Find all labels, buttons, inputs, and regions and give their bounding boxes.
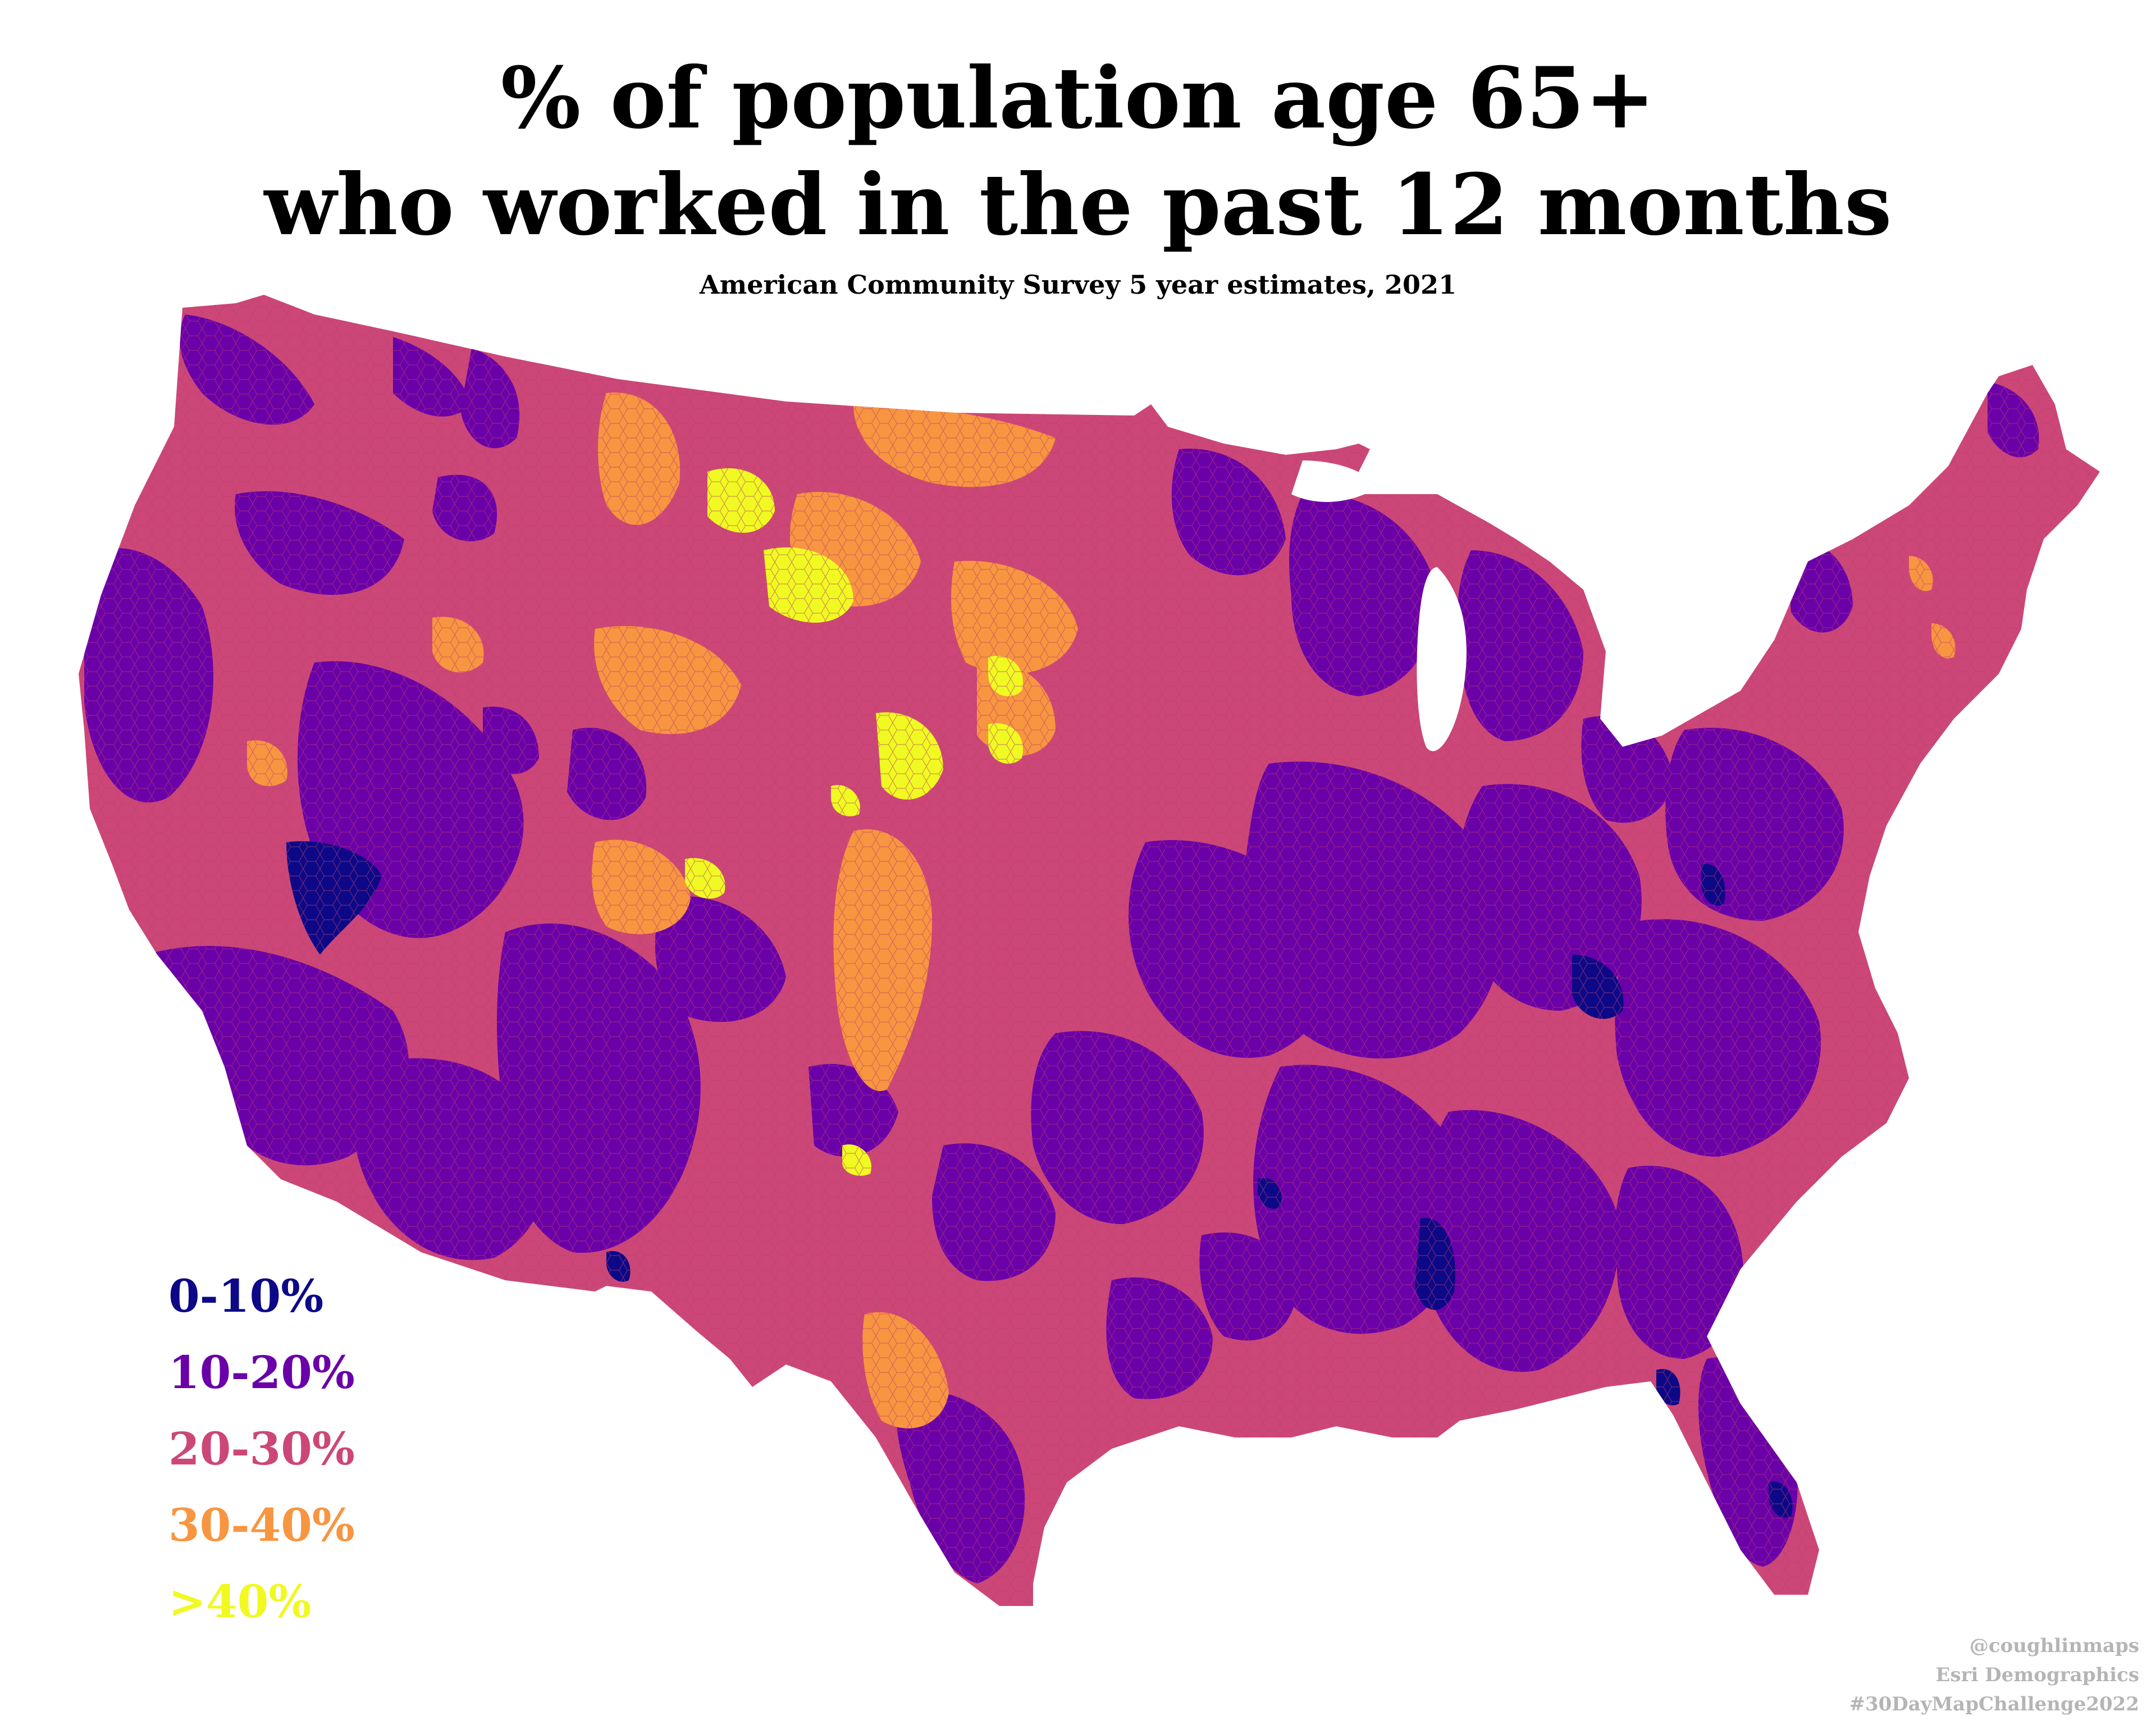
legend-item-30-40: 30-40% xyxy=(168,1499,355,1551)
title-line-2: who worked in the past 12 months xyxy=(264,156,1892,254)
map-title: % of population age 65+ who worked in th… xyxy=(0,45,2156,258)
map-subtitle: American Community Survey 5 year estimat… xyxy=(699,270,1457,300)
legend-item-10-20: 10-20% xyxy=(168,1346,355,1399)
legend-item-0-10: 0-10% xyxy=(168,1270,324,1322)
legend-item-over-40: >40% xyxy=(168,1575,312,1628)
lakes-layer xyxy=(1291,460,1467,751)
title-line-1: % of population age 65+ xyxy=(500,49,1656,148)
legend: 0-10% 10-20% 20-30% 30-40% >40% xyxy=(168,1258,355,1640)
credit-hashtag: #30DayMapChallenge2022 xyxy=(1849,1693,2139,1715)
credits: @coughlinmaps Esri Demographics #30DayMa… xyxy=(1849,1631,2139,1719)
legend-item-20-30: 20-30% xyxy=(168,1422,355,1475)
credit-author: @coughlinmaps xyxy=(1969,1635,2139,1657)
credit-source: Esri Demographics xyxy=(1935,1664,2139,1686)
